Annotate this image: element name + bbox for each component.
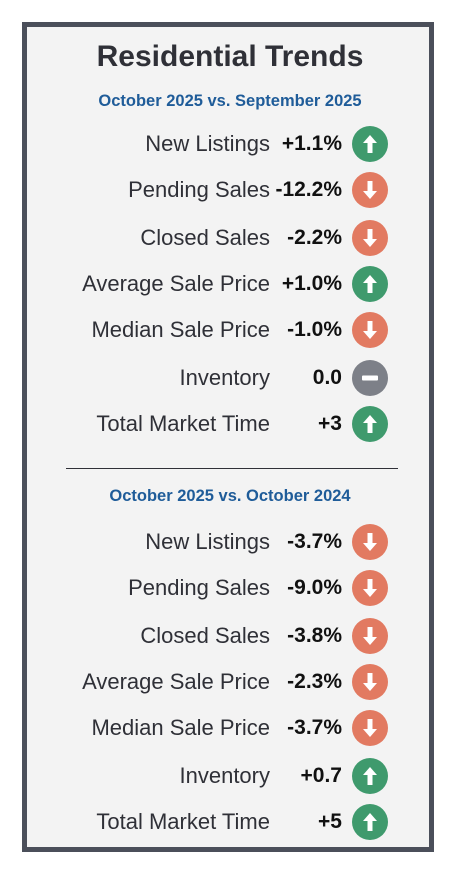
metric-label: Inventory [179, 763, 271, 788]
metric-value: -2.2% [287, 226, 342, 249]
arrow-up-icon [352, 266, 388, 302]
arrow-down-icon [352, 524, 388, 560]
metric-value: -3.8% [287, 624, 342, 647]
metric-row: Total Market Time +5 [0, 804, 460, 840]
page-title: Residential Trends [96, 40, 364, 73]
metric-row: Total Market Time +3 [0, 406, 460, 442]
section-1-subtitle: October 2025 vs. September 2025 [98, 92, 362, 110]
metric-value: -2.3% [287, 670, 342, 693]
metric-row: Median Sale Price -3.7% [0, 710, 460, 746]
metric-label: Average Sale Price [82, 669, 270, 694]
metric-value: -3.7% [287, 716, 342, 739]
metric-label: Median Sale Price [91, 317, 270, 342]
metric-label: New Listings [145, 529, 270, 554]
metric-label: New Listings [145, 131, 270, 156]
metric-label: Closed Sales [140, 225, 270, 250]
metric-value: -9.0% [287, 576, 342, 599]
metric-row: Pending Sales -12.2% [0, 172, 460, 208]
metric-label: Inventory [179, 365, 271, 390]
metric-row: Closed Sales -2.2% [0, 220, 460, 256]
arrow-up-icon [352, 758, 388, 794]
metric-value: +5 [318, 810, 342, 833]
metric-row: Closed Sales -3.8% [0, 618, 460, 654]
arrow-down-icon [352, 710, 388, 746]
arrow-up-icon [352, 126, 388, 162]
arrow-down-icon [352, 618, 388, 654]
metric-value: +1.0% [281, 272, 342, 295]
metric-value: -12.2% [275, 178, 342, 201]
arrow-up-icon [352, 804, 388, 840]
metric-label: Median Sale Price [91, 715, 270, 740]
metric-row: New Listings -3.7% [0, 524, 460, 560]
metric-value: +0.7 [300, 764, 342, 787]
section-divider [66, 468, 398, 469]
metric-label: Average Sale Price [82, 271, 270, 296]
metric-row: Pending Sales -9.0% [0, 570, 460, 606]
minus-icon [352, 360, 388, 396]
metric-row: New Listings +1.1% [0, 126, 460, 162]
metric-value: -3.7% [287, 530, 342, 553]
arrow-down-icon [352, 570, 388, 606]
section-2-subtitle: October 2025 vs. October 2024 [109, 487, 351, 505]
metric-row: Median Sale Price -1.0% [0, 312, 460, 348]
metric-value: +3 [318, 412, 342, 435]
metric-row: Average Sale Price +1.0% [0, 266, 460, 302]
metric-value: -1.0% [287, 318, 342, 341]
metric-row: Average Sale Price -2.3% [0, 664, 460, 700]
metric-value: 0.0 [312, 366, 342, 389]
arrow-down-icon [352, 312, 388, 348]
metric-value: +1.1% [281, 132, 342, 155]
metric-label: Pending Sales [128, 177, 270, 202]
arrow-down-icon [352, 220, 388, 256]
metric-label: Total Market Time [96, 411, 270, 436]
arrow-up-icon [352, 406, 388, 442]
metric-row: Inventory 0.0 [0, 360, 460, 396]
arrow-down-icon [352, 172, 388, 208]
metric-label: Pending Sales [128, 575, 270, 600]
arrow-down-icon [352, 664, 388, 700]
metric-row: Inventory +0.7 [0, 758, 460, 794]
metric-label: Closed Sales [140, 623, 270, 648]
metric-label: Total Market Time [96, 809, 270, 834]
